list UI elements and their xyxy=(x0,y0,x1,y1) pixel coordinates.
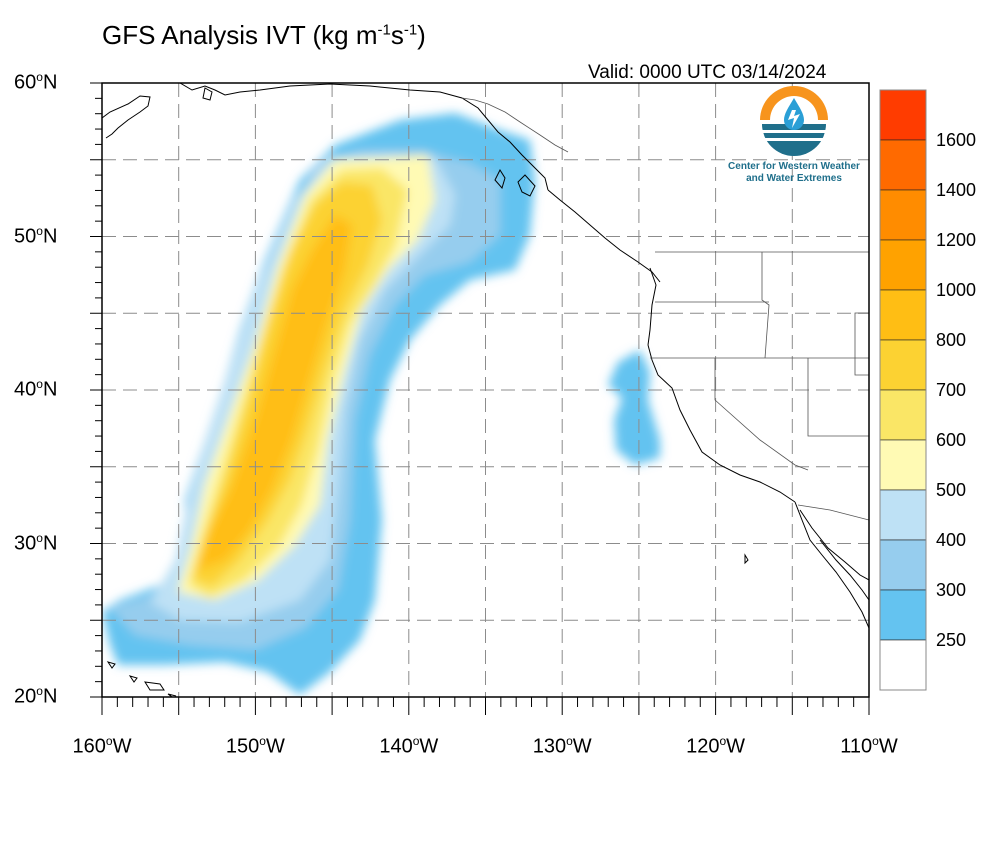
colorbar-swatch xyxy=(879,239,927,291)
colorbar-swatch xyxy=(879,189,927,241)
border-nv-az xyxy=(807,358,869,437)
colorbar-swatch xyxy=(879,289,927,341)
ivt-patch-california xyxy=(608,350,660,465)
ivt-contour-800 xyxy=(197,215,352,570)
colorbar-label: 300 xyxy=(936,580,967,600)
colorbar-label: 600 xyxy=(936,430,967,450)
colorbar-label: 500 xyxy=(936,480,967,500)
axis-ticks xyxy=(90,82,870,715)
coastline-california xyxy=(647,344,796,503)
coastline-pacific-nw xyxy=(647,267,657,346)
colorbar xyxy=(879,89,927,691)
border-mt-wy xyxy=(854,312,869,376)
lon-label: 120oW xyxy=(686,734,746,758)
cw3e-logo: Center for Western Weather and Water Ext… xyxy=(716,84,872,185)
island-hawaii-2 xyxy=(128,675,138,683)
colorbar-label: 700 xyxy=(936,380,967,400)
lat-label: 40oN xyxy=(14,377,58,401)
island-haida-gwaii xyxy=(494,168,506,190)
coastline-bc-coast xyxy=(547,189,661,283)
map-title: GFS Analysis IVT (kg m-1s-1) xyxy=(102,20,426,50)
political-borders xyxy=(461,97,869,521)
island-hawaii-1 xyxy=(106,661,116,669)
border-us-mexico xyxy=(797,504,869,521)
colorbar-swatch xyxy=(879,139,927,191)
colorbar-label: 1400 xyxy=(936,180,977,200)
island-vancouver xyxy=(517,174,536,197)
colorbar-swatch xyxy=(879,339,927,391)
border-alaska-canada xyxy=(461,97,569,153)
colorbar-swatch xyxy=(879,639,927,691)
colorbar-label: 1000 xyxy=(936,280,977,300)
colorbar-label: 1200 xyxy=(936,230,977,250)
coastline-gulf-california xyxy=(799,509,869,581)
colorbar-label: 1600 xyxy=(936,130,977,150)
valid-time-label: Valid: 0000 UTC 03/14/2024 xyxy=(588,62,827,83)
colorbar-swatch xyxy=(879,89,927,141)
lat-label: 60oN xyxy=(14,70,58,94)
coastline-gulf-of-alaska xyxy=(179,83,549,191)
colorbar-swatch xyxy=(879,439,927,491)
colorbar-frame xyxy=(879,89,927,691)
lat-label: 30oN xyxy=(14,530,58,555)
colorbar-swatch xyxy=(879,539,927,591)
coastline-mexico-mainland xyxy=(819,539,869,601)
island-guadalupe xyxy=(744,553,749,565)
ivt-field xyxy=(102,113,660,695)
lon-label: 110oW xyxy=(840,734,898,758)
lon-label: 160oW xyxy=(72,734,132,758)
lon-label: 150oW xyxy=(225,734,285,758)
island-hawaii-3 xyxy=(144,681,165,691)
lon-label: 130oW xyxy=(532,734,592,758)
coastline-alaska-peninsula xyxy=(102,95,151,139)
colorbar-label: 400 xyxy=(936,530,967,550)
colorbar-label: 250 xyxy=(936,630,967,650)
border-id-west xyxy=(761,252,770,359)
water-drop-sun-icon xyxy=(760,86,828,156)
logo-line-2: and Water Extremes xyxy=(746,173,842,184)
border-ca-nv xyxy=(714,358,809,471)
colorbar-swatch xyxy=(879,589,927,641)
colorbar-swatch xyxy=(879,389,927,441)
coastlines xyxy=(102,83,869,697)
lat-lon-grid xyxy=(102,83,869,697)
lat-label: 50oN xyxy=(14,223,58,248)
colorbar-swatch xyxy=(879,489,927,541)
lat-label: 20oN xyxy=(14,684,58,708)
lon-label: 140oW xyxy=(379,734,439,758)
logo-line-1: Center for Western Weather xyxy=(728,161,860,172)
island-kodiak xyxy=(202,87,213,101)
coastline-baja xyxy=(794,501,869,629)
colorbar-label: 800 xyxy=(936,330,967,350)
